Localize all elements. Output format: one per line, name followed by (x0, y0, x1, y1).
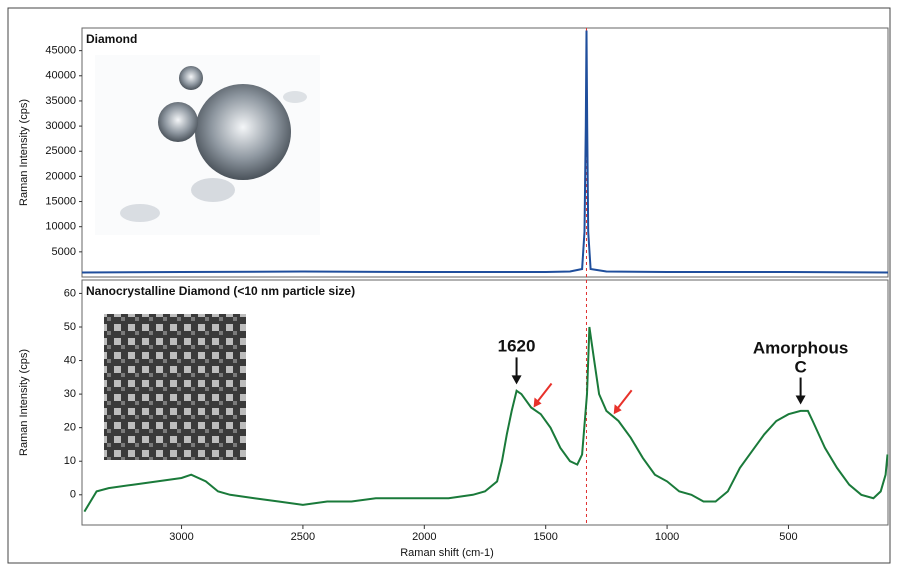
plot-area (81, 279, 889, 526)
callout-arrow (616, 389, 633, 409)
y-tick-label: 35000 (45, 95, 76, 107)
x-tick-label: 1000 (655, 531, 679, 543)
y-tick-label: 10 (64, 455, 76, 467)
x-axis-label: Raman shift (cm-1) (400, 547, 494, 559)
y-tick-label: 5000 (52, 246, 76, 258)
y-tick-label: 60 (64, 287, 76, 299)
x-tick-label: 2000 (412, 531, 436, 543)
x-tick-label: 3000 (169, 531, 193, 543)
arrow-head (613, 404, 622, 415)
y-tick-label: 30000 (45, 120, 76, 132)
panel-title: Nanocrystalline Diamond (<10 nm particle… (86, 284, 355, 298)
arrow-head (511, 375, 522, 385)
annotation: 1620 (498, 337, 536, 356)
data-line (81, 30, 889, 274)
y-tick-label: 25000 (45, 145, 76, 157)
data-line (83, 326, 889, 513)
callout-arrow (536, 382, 553, 403)
y-tick-label: 40 (64, 354, 76, 366)
micrograph (104, 314, 246, 460)
y-tick-label: 20 (64, 422, 76, 434)
x-tick-label: 1500 (533, 531, 557, 543)
y-tick-label: 45000 (45, 45, 76, 57)
annotation-line: C (794, 358, 806, 377)
annotation-line: Amorphous (753, 339, 848, 358)
x-tick-label: 2500 (291, 531, 315, 543)
annotation: Amorphous C (753, 339, 848, 377)
plot-area (81, 27, 889, 278)
y-tick-label: 15000 (45, 195, 76, 207)
y-tick-label: 30 (64, 388, 76, 400)
arrow-head (795, 395, 806, 405)
panel-title: Diamond (86, 32, 137, 46)
y-tick-label: 10000 (45, 221, 76, 233)
y-axis-label: Raman Intensity (cps) (18, 349, 30, 456)
arrow-head (533, 397, 542, 408)
y-tick-label: 20000 (45, 170, 76, 182)
y-tick-label: 50 (64, 321, 76, 333)
y-tick-label: 0 (70, 489, 76, 501)
frame (7, 7, 891, 564)
diamond-photo (95, 55, 320, 235)
y-axis-label: Raman Intensity (cps) (18, 99, 30, 206)
x-tick-label: 500 (779, 531, 797, 543)
annotation-line: 1620 (498, 337, 536, 356)
y-tick-label: 40000 (45, 70, 76, 82)
